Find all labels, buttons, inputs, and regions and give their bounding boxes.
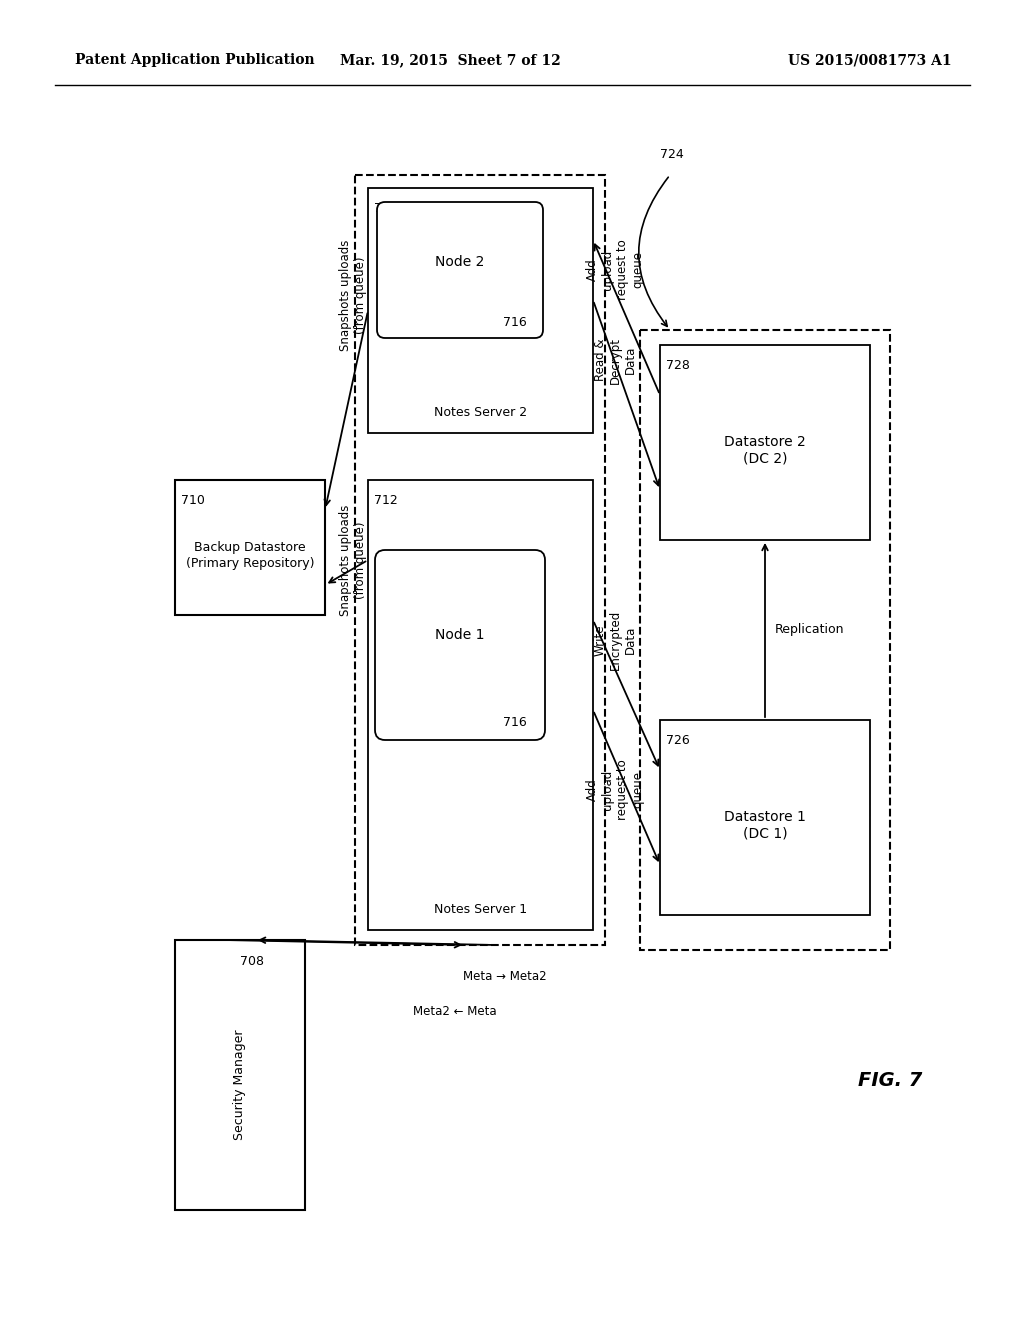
Text: Security Manager: Security Manager [233, 1030, 247, 1140]
Bar [660, 345, 870, 540]
Text: 712: 712 [374, 202, 397, 215]
Bar [175, 940, 305, 1210]
Text: Write
Encrypted
Data: Write Encrypted Data [594, 610, 637, 671]
Text: Patent Application Publication: Patent Application Publication [75, 53, 314, 67]
Text: 708: 708 [240, 954, 264, 968]
Text: Node 2: Node 2 [435, 255, 484, 269]
Text: Datastore 1
(DC 1): Datastore 1 (DC 1) [724, 810, 806, 841]
Text: Snapshots uploads
(from queue): Snapshots uploads (from queue) [339, 240, 367, 351]
Text: 726: 726 [666, 734, 690, 747]
Text: Backup Datastore
(Primary Repository): Backup Datastore (Primary Repository) [185, 541, 314, 569]
Bar [368, 480, 593, 931]
Text: US 2015/0081773 A1: US 2015/0081773 A1 [788, 53, 952, 67]
Text: FIG. 7: FIG. 7 [858, 1071, 923, 1089]
Text: 716: 716 [503, 715, 527, 729]
Text: Snapshots uploads
(from queue): Snapshots uploads (from queue) [339, 504, 367, 615]
Text: 724: 724 [660, 149, 684, 161]
Text: Meta2 ← Meta: Meta2 ← Meta [414, 1005, 497, 1018]
Text: Add
upload
request to
queue: Add upload request to queue [586, 759, 644, 820]
Text: 728: 728 [666, 359, 690, 372]
Bar [368, 187, 593, 433]
Text: 716: 716 [503, 315, 527, 329]
Bar [355, 176, 605, 945]
Text: Meta → Meta2: Meta → Meta2 [463, 970, 547, 983]
Text: Read &
Decrypt
Data: Read & Decrypt Data [594, 337, 637, 384]
Text: Datastore 2
(DC 2): Datastore 2 (DC 2) [724, 436, 806, 466]
Text: 710: 710 [181, 494, 205, 507]
Text: Replication: Replication [775, 623, 845, 636]
Text: 712: 712 [374, 494, 397, 507]
FancyBboxPatch shape [375, 550, 545, 741]
Text: Notes Server 1: Notes Server 1 [434, 903, 527, 916]
Text: Add
upload
request to
queue: Add upload request to queue [586, 240, 644, 301]
Text: Notes Server 2: Notes Server 2 [434, 407, 527, 418]
FancyBboxPatch shape [377, 202, 543, 338]
Text: Node 1: Node 1 [435, 628, 484, 642]
Bar [640, 330, 890, 950]
Bar [660, 719, 870, 915]
Text: Mar. 19, 2015  Sheet 7 of 12: Mar. 19, 2015 Sheet 7 of 12 [340, 53, 560, 67]
Bar [175, 480, 325, 615]
